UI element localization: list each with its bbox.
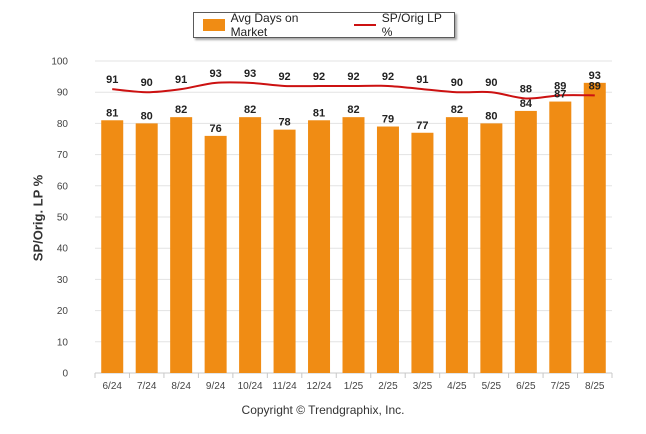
x-tick-label: 2/25 — [378, 381, 398, 392]
bar[interactable] — [583, 82, 606, 373]
bar-value-label: 79 — [382, 114, 394, 126]
line-value-label: 88 — [520, 83, 532, 95]
line-value-label: 92 — [382, 71, 394, 83]
data-labels: 81 80 82 76 82 78 81 82 79 77 82 80 84 87 93 91 90 91 93 93… — [106, 68, 601, 135]
x-tick-label: 8/24 — [171, 381, 191, 392]
bar[interactable] — [411, 132, 434, 373]
line-value-label: 91 — [106, 74, 118, 86]
x-tick-label: 11/24 — [272, 381, 297, 392]
line-value-label: 93 — [210, 68, 222, 80]
bar-value-label: 82 — [451, 104, 463, 116]
x-tick-label: 5/25 — [482, 381, 502, 392]
legend-item-bar[interactable]: Avg Days on Market — [194, 11, 336, 39]
bar[interactable] — [204, 135, 227, 373]
y-axis-ticks: 0 10 20 30 40 50 60 70 80 90 100 — [51, 57, 68, 380]
y-tick-label: 90 — [57, 88, 69, 99]
y-axis-label: SP/Orig. LP % — [30, 174, 46, 262]
bar[interactable] — [514, 110, 537, 374]
line-value-label: 91 — [416, 74, 428, 86]
legend-line-label: SP/Orig LP % — [381, 11, 442, 39]
bar[interactable] — [170, 117, 193, 373]
bar[interactable] — [135, 123, 158, 374]
y-tick-label: 0 — [62, 369, 68, 380]
x-tick-label: 9/24 — [206, 381, 226, 392]
x-tick-label: 6/25 — [516, 381, 536, 392]
x-tick-label: 8/25 — [585, 381, 605, 392]
line-value-label: 90 — [485, 77, 497, 89]
copyright-footer: Copyright © Trendgraphix, Inc. — [241, 403, 405, 417]
line-value-label: 93 — [244, 68, 256, 80]
legend: Avg Days on Market SP/Orig LP % — [193, 11, 455, 39]
x-tick-label: 6/24 — [102, 381, 122, 392]
bar-value-label: 77 — [416, 120, 428, 132]
line-series — [112, 81, 595, 100]
line-value-label: 90 — [141, 77, 153, 89]
x-tick-label: 3/25 — [413, 381, 433, 392]
legend-bar-swatch — [203, 19, 225, 31]
x-tick-label: 12/24 — [307, 381, 332, 392]
y-tick-label: 10 — [57, 337, 69, 348]
line-value-label: 91 — [175, 74, 187, 86]
y-tick-label: 30 — [57, 275, 69, 286]
line-value-label: 92 — [313, 71, 325, 83]
bar-value-label: 76 — [210, 123, 222, 135]
bar-value-label: 82 — [175, 104, 187, 116]
x-axis-ticks: 6/24 7/24 8/24 9/24 10/24 11/24 12/24 1/25 2/25 3… — [94, 373, 613, 392]
line-value-label: 90 — [451, 77, 463, 89]
bar-value-label: 81 — [313, 107, 325, 119]
y-tick-label: 80 — [57, 119, 69, 130]
legend-line-swatch — [354, 24, 376, 26]
bar[interactable] — [239, 117, 262, 373]
legend-item-line[interactable]: SP/Orig LP % — [336, 11, 454, 39]
x-tick-label: 7/24 — [137, 381, 157, 392]
bar[interactable] — [273, 129, 296, 373]
bar[interactable] — [480, 123, 503, 374]
x-tick-label: 1/25 — [344, 381, 364, 392]
bar-value-label: 82 — [347, 104, 359, 116]
bar-value-label: 80 — [485, 110, 497, 122]
bar[interactable] — [308, 120, 331, 373]
line-value-label: 89 — [554, 80, 566, 92]
bar-value-label: 84 — [520, 98, 533, 110]
x-tick-label: 4/25 — [447, 381, 467, 392]
y-tick-label: 50 — [57, 213, 69, 224]
x-tick-label: 10/24 — [238, 381, 263, 392]
bar-value-label: 87 — [554, 89, 566, 101]
bar-value-label: 78 — [278, 117, 290, 129]
bar-value-label: 80 — [141, 110, 153, 122]
bar[interactable] — [342, 117, 365, 373]
bar-value-label: 93 — [589, 70, 601, 82]
y-tick-label: 40 — [57, 244, 69, 255]
bar-value-label: 81 — [106, 107, 118, 119]
bar[interactable] — [376, 126, 399, 374]
y-tick-label: 60 — [57, 181, 69, 192]
bar-series — [101, 82, 606, 374]
line-value-label: 92 — [347, 71, 359, 83]
y-tick-label: 70 — [57, 150, 69, 161]
bar[interactable] — [445, 117, 468, 373]
line-path[interactable] — [112, 81, 595, 100]
y-tick-label: 20 — [57, 306, 69, 317]
line-value-label: 89 — [589, 80, 601, 92]
y-tick-label: 100 — [51, 57, 68, 68]
x-tick-label: 7/25 — [551, 381, 571, 392]
line-value-label: 92 — [278, 71, 290, 83]
bar[interactable] — [549, 101, 572, 373]
legend-bar-label: Avg Days on Market — [230, 11, 299, 39]
bar-value-label: 82 — [244, 104, 256, 116]
bar[interactable] — [101, 120, 124, 373]
